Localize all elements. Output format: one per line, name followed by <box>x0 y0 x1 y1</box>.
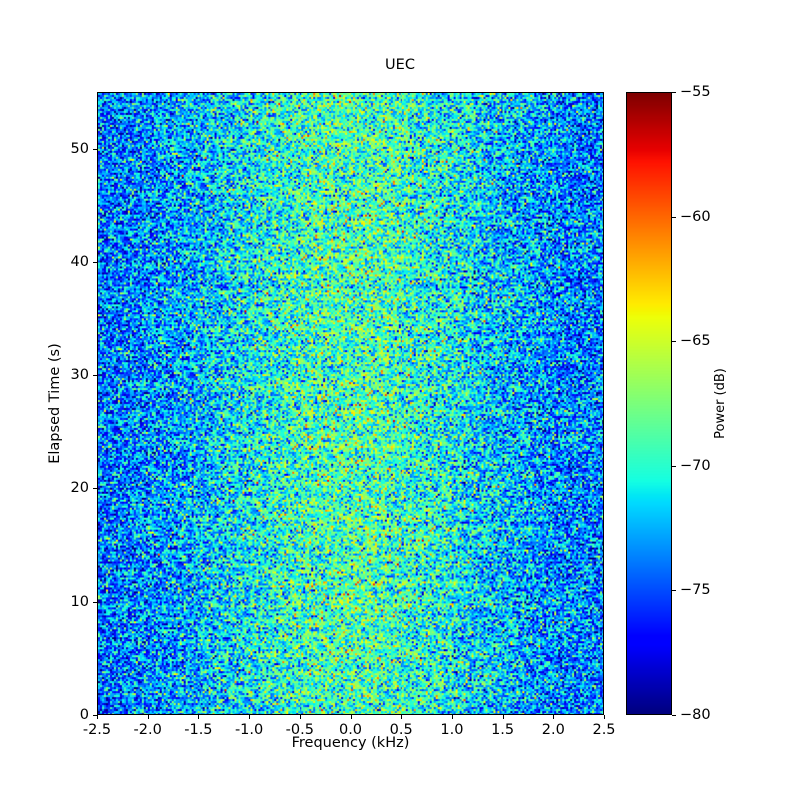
x-tick-label: 1.0 <box>440 722 464 738</box>
x-tick-mark <box>452 715 453 719</box>
colorbar-tick-label: −65 <box>680 333 711 350</box>
colorbar-tick-mark <box>672 590 676 591</box>
y-tick-mark <box>93 149 97 150</box>
x-tick-mark <box>351 715 352 719</box>
x-tick-mark <box>249 715 250 719</box>
x-tick-label: 0.0 <box>338 722 363 738</box>
y-tick-mark <box>93 715 97 716</box>
colorbar-label: Power (dB) <box>713 368 728 439</box>
x-tick-label: 2.5 <box>592 722 616 738</box>
title-station: UEC <box>385 57 415 73</box>
spectrogram-axes[interactable] <box>97 92 604 715</box>
y-tick-label: 50 <box>70 140 89 157</box>
colorbar[interactable] <box>626 92 672 715</box>
x-tick-mark <box>198 715 199 719</box>
x-tick-mark <box>97 715 98 719</box>
colorbar-tick-mark <box>672 341 676 342</box>
x-tick-mark <box>300 715 301 719</box>
colorbar-tick-mark <box>672 715 676 716</box>
x-tick-mark <box>503 715 504 719</box>
x-tick-mark <box>604 715 605 719</box>
y-tick-label: 20 <box>70 480 89 497</box>
y-tick-mark <box>93 375 97 376</box>
y-tick-mark <box>93 602 97 603</box>
x-axis-label: Frequency (kHz) <box>291 735 410 751</box>
x-tick-mark <box>148 715 149 719</box>
colorbar-tick-label: −80 <box>680 707 711 723</box>
x-tick-label: -1.0 <box>234 722 264 738</box>
colorbar-tick-label: −75 <box>680 582 711 599</box>
x-tick-label: -0.5 <box>285 722 314 738</box>
x-tick-label: 1.5 <box>491 722 515 738</box>
y-tick-label: 10 <box>70 593 89 610</box>
colorbar-gradient <box>627 93 671 714</box>
y-axis-label: Elapsed Time (s) <box>47 343 63 464</box>
colorbar-tick-mark <box>672 92 676 93</box>
colorbar-tick-label: −60 <box>680 208 711 225</box>
y-tick-mark <box>93 488 97 489</box>
x-tick-label: -2.5 <box>82 722 112 738</box>
colorbar-tick-label: −55 <box>680 84 711 100</box>
x-tick-mark <box>553 715 554 719</box>
y-tick-label: 30 <box>70 367 89 384</box>
x-tick-mark <box>401 715 402 719</box>
y-tick-label: 40 <box>70 253 89 270</box>
x-tick-label: -1.5 <box>184 722 213 738</box>
y-tick-mark <box>93 262 97 263</box>
colorbar-tick-mark <box>672 217 676 218</box>
y-tick-label: 0 <box>79 707 89 723</box>
x-tick-label: -2.0 <box>133 722 162 738</box>
colorbar-tick-mark <box>672 466 676 467</box>
x-tick-label: 0.5 <box>389 722 413 738</box>
spectrogram-image <box>98 93 603 714</box>
x-tick-label: 2.0 <box>541 722 565 738</box>
colorbar-tick-label: −70 <box>680 457 711 474</box>
